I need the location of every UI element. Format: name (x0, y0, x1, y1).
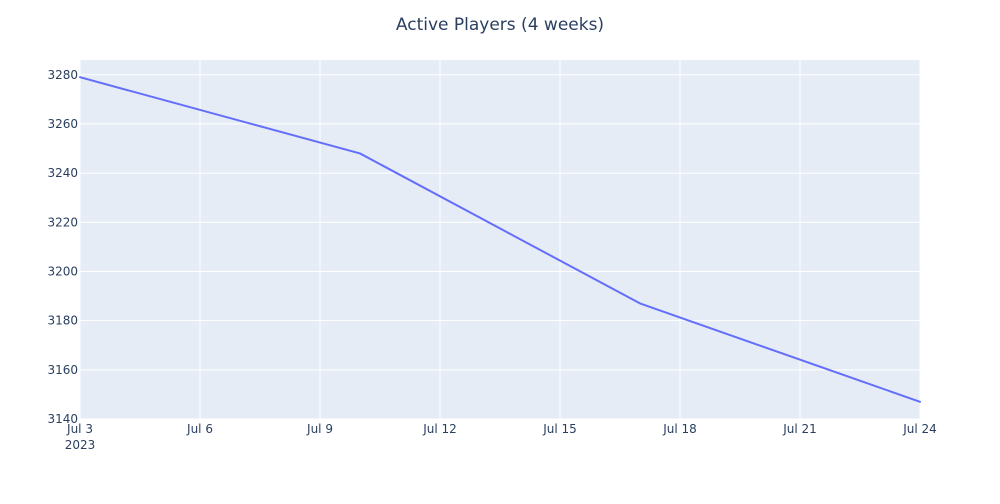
y-axis-tick-labels: 3140 3160 3180 3200 3220 3240 3260 3280 (47, 68, 78, 426)
chart-title: Active Players (4 weeks) (396, 15, 604, 35)
x-tick-label: Jul 24 (902, 422, 937, 436)
x-tick-label: Jul 15 (542, 422, 577, 436)
y-tick-label: 3280 (47, 68, 78, 82)
y-tick-label: 3200 (47, 264, 78, 278)
x-tick-label: Jul 21 (782, 422, 817, 436)
y-tick-label: 3160 (47, 363, 78, 377)
plot-area (80, 60, 920, 419)
y-tick-label: 3260 (47, 117, 78, 131)
x-tick-label: Jul 12 (422, 422, 457, 436)
x-tick-label: Jul 6 (186, 422, 213, 436)
y-tick-label: 3240 (47, 166, 78, 180)
x-tick-label: Jul 18 (662, 422, 697, 436)
y-tick-label: 3180 (47, 314, 78, 328)
x-tick-year-label: 2023 (65, 438, 96, 452)
y-tick-label: 3220 (47, 215, 78, 229)
x-tick-label: Jul 9 (306, 422, 333, 436)
y-tick-label: 3140 (47, 412, 78, 426)
